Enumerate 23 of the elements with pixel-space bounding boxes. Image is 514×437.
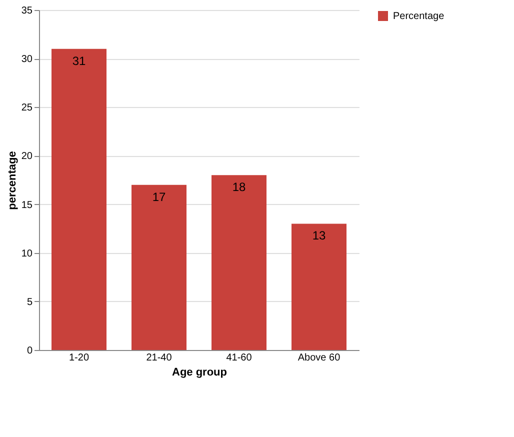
y-tick-label: 5: [26, 296, 33, 308]
y-axis-title: percentage: [6, 151, 18, 210]
bar: [52, 48, 106, 350]
bar: [292, 224, 346, 350]
y-tick-label: 25: [21, 102, 33, 114]
x-tick-label: 21-40: [146, 352, 172, 364]
bar: [212, 175, 266, 350]
y-tick-label: 0: [26, 346, 33, 356]
x-tick-label: Above 60: [298, 352, 341, 364]
x-tick-label: 1-20: [68, 352, 90, 364]
data-label: 13: [312, 228, 326, 243]
data-label: 31: [72, 54, 86, 68]
y-tick-label: 10: [21, 248, 33, 260]
x-tick-label: 41-60: [226, 352, 252, 364]
x-axis-title: Age group: [172, 366, 228, 378]
y-tick-label: 35: [21, 6, 33, 16]
y-tick-label: 20: [21, 151, 33, 162]
legend-label: Percentage: [393, 11, 445, 22]
data-label: 17: [152, 190, 166, 204]
data-label: 18: [232, 180, 246, 194]
y-tick-label: 30: [21, 54, 33, 66]
y-tick-label: 15: [21, 200, 33, 211]
bar: [132, 184, 186, 350]
